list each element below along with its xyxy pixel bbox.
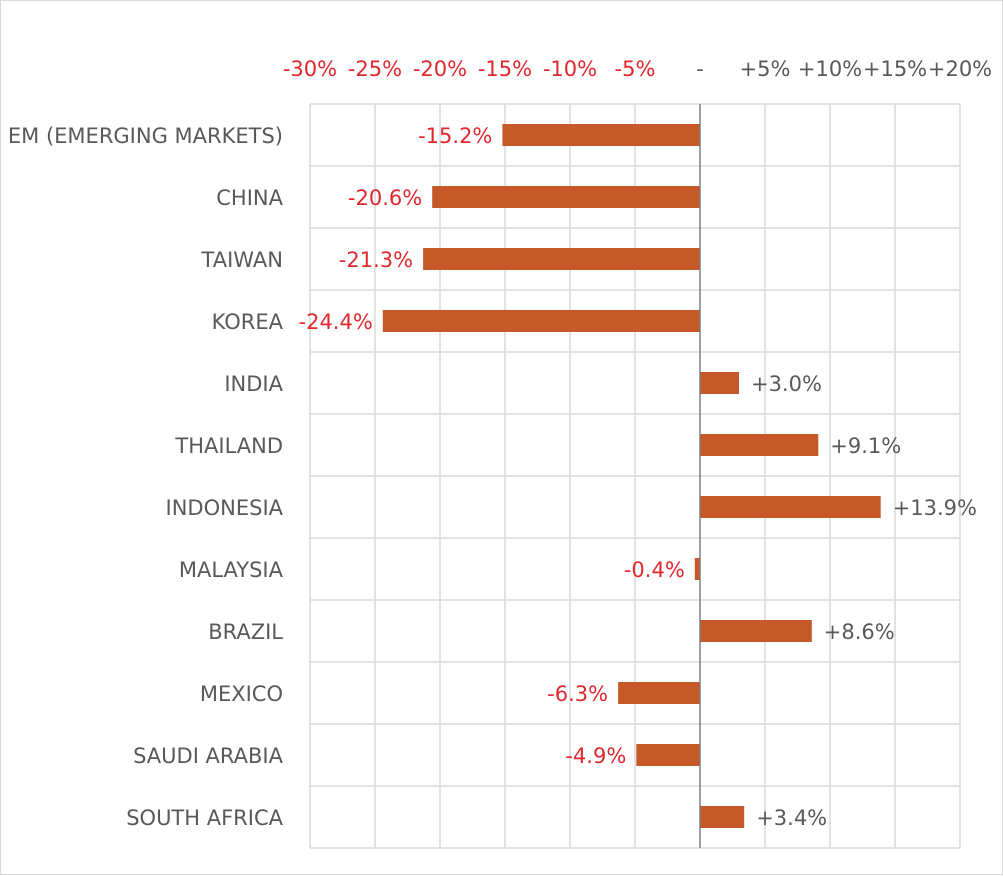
- category-label: EM (EMERGING MARKETS): [8, 124, 283, 148]
- data-label: +3.0%: [751, 372, 822, 396]
- category-label: SOUTH AFRICA: [126, 806, 283, 830]
- x-tick-label: -10%: [543, 57, 597, 81]
- data-label: -4.9%: [565, 744, 626, 768]
- x-tick-label: +10%: [798, 57, 862, 81]
- bar-indonesia: [700, 496, 881, 518]
- data-label: -6.3%: [547, 682, 608, 706]
- data-label: +13.9%: [893, 496, 977, 520]
- category-label: INDONESIA: [166, 496, 284, 520]
- bar-em-emerging-markets: [502, 124, 700, 146]
- bar-india: [700, 372, 739, 394]
- category-label: KOREA: [212, 310, 284, 334]
- x-tick-label: -25%: [348, 57, 402, 81]
- x-tick-label: +15%: [863, 57, 927, 81]
- data-labels: -15.2% -20.6% -21.3% -24.4% +3.0% +9.1% +13.9%…: [299, 124, 978, 830]
- bar-south-africa: [700, 806, 745, 828]
- x-axis-ticks: -30% -25% -20% -15% -10% -5% - +5% +10% +15% +20%: [283, 57, 992, 81]
- category-label: MEXICO: [200, 682, 283, 706]
- x-tick-label: +20%: [928, 57, 992, 81]
- data-label: -24.4%: [299, 310, 373, 334]
- x-tick-label: -30%: [283, 57, 337, 81]
- bar-brazil: [700, 620, 812, 642]
- bars: [382, 124, 881, 828]
- category-label: CHINA: [216, 186, 283, 210]
- category-label: MALAYSIA: [179, 558, 284, 582]
- category-label: TAIWAN: [201, 248, 283, 272]
- bar-malaysia: [694, 558, 700, 580]
- bar-china: [432, 186, 700, 208]
- x-tick-label: +5%: [740, 57, 791, 81]
- bar-mexico: [618, 682, 700, 704]
- category-label: SAUDI ARABIA: [133, 744, 284, 768]
- x-tick-label: -20%: [413, 57, 467, 81]
- bar-korea: [382, 310, 700, 332]
- category-labels: EM (EMERGING MARKETS) CHINA TAIWAN KOREA IND…: [8, 124, 284, 830]
- data-label: -20.6%: [348, 186, 422, 210]
- category-label: BRAZIL: [208, 620, 283, 644]
- gridlines: [309, 103, 961, 849]
- bar-thailand: [700, 434, 819, 456]
- category-label: INDIA: [224, 372, 283, 396]
- x-tick-label: -: [696, 57, 704, 81]
- data-label: -21.3%: [339, 248, 413, 272]
- category-label: THAILAND: [174, 434, 283, 458]
- data-label: +9.1%: [830, 434, 901, 458]
- data-label: -15.2%: [418, 124, 492, 148]
- bar-taiwan: [423, 248, 700, 270]
- data-label: +8.6%: [824, 620, 895, 644]
- data-label: +3.4%: [756, 806, 827, 830]
- bar-saudi-arabia: [636, 744, 700, 766]
- x-tick-label: -5%: [615, 57, 656, 81]
- data-label: -0.4%: [624, 558, 685, 582]
- x-tick-label: -15%: [478, 57, 532, 81]
